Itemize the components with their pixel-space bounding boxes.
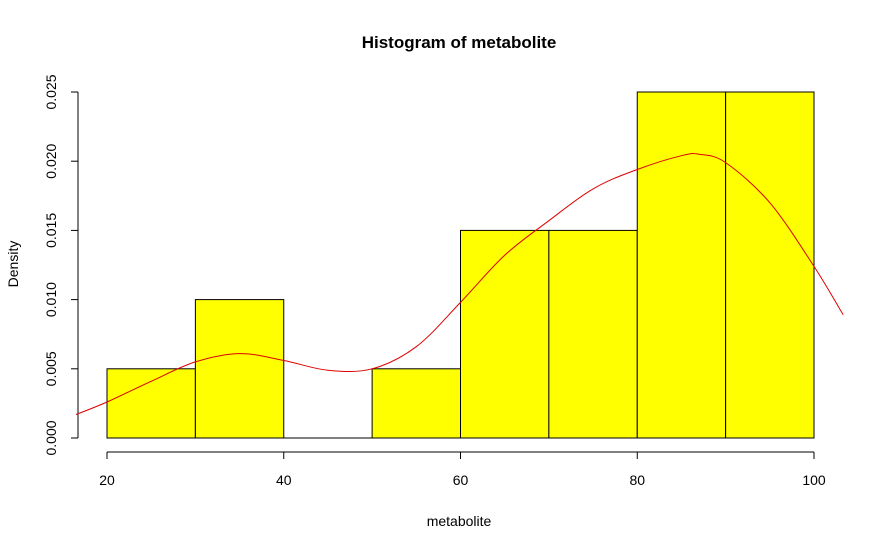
histogram-bar-3 [371,368,461,439]
density-curve [75,153,844,415]
histogram-bar-6 [636,91,727,439]
x-tick-label-4: 100 [802,472,826,488]
histogram-bar-0 [106,368,196,439]
x-axis-label: metabolite [427,513,492,529]
y-axis-label: Density [5,241,21,288]
y-tick-label-2: 0.010 [43,282,59,317]
x-tick-label-1: 40 [276,472,292,488]
y-tick-label-5: 0.025 [43,74,59,109]
y-axis: 0.000 0.005 0.010 0.015 0.020 0.025 [43,74,79,456]
y-tick-label-1: 0.005 [43,351,59,386]
histogram-bar-1 [194,299,285,439]
y-tick-label-3: 0.015 [43,213,59,248]
x-tick-label-0: 20 [99,472,115,488]
x-tick-label-3: 80 [629,472,645,488]
histogram-bar-5 [548,229,638,439]
histogram-bar-7 [725,91,815,439]
bars-group [106,91,815,439]
y-tick-label-4: 0.020 [43,143,59,178]
histogram-bar-4 [460,229,550,439]
y-tick-label-0: 0.000 [43,420,59,455]
x-axis: 20 40 60 80 100 [99,451,826,488]
x-tick-label-2: 60 [453,472,469,488]
chart-title: Histogram of metabolite [362,33,557,52]
